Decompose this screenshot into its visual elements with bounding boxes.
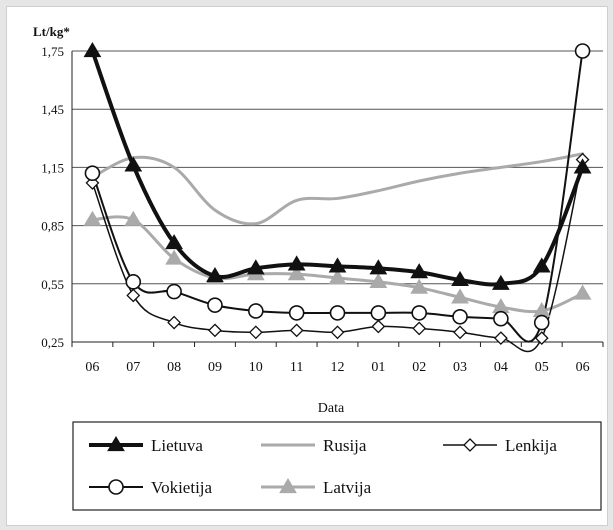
data-point-vokietija — [84, 165, 101, 182]
data-point-lenkija — [493, 331, 508, 346]
data-point-latvija — [410, 278, 429, 294]
legend-item-rusija: Rusija — [261, 436, 367, 455]
data-point-vokietija — [207, 297, 223, 313]
legend-marker-lietuva — [107, 436, 125, 452]
data-point-vokietija — [493, 310, 509, 327]
x-axis-label: Data — [318, 401, 345, 416]
x-tick-label: 02 — [412, 360, 426, 375]
data-point-lietuva — [287, 255, 306, 271]
legend-marker-lenkija — [463, 438, 477, 452]
legend-marker-vokietija — [108, 479, 124, 495]
data-point-latvija — [328, 268, 347, 285]
y-tick-label: 1,45 — [41, 102, 64, 117]
x-tick-label: 12 — [331, 360, 345, 375]
data-point-latvija — [287, 265, 306, 281]
data-point-vokietija — [574, 43, 591, 59]
x-tick-label: 04 — [494, 360, 508, 375]
data-point-lietuva — [124, 156, 143, 172]
data-point-lietuva — [206, 267, 224, 283]
data-point-latvija — [124, 210, 143, 226]
data-point-lenkija — [289, 323, 304, 338]
x-tick-label: 01 — [371, 360, 385, 375]
x-tick-label: 11 — [290, 360, 303, 375]
data-point-latvija — [573, 284, 592, 300]
data-point-lenkija — [371, 319, 386, 334]
data-point-vokietija — [411, 305, 427, 321]
x-tick-label: 06 — [576, 360, 590, 375]
legend-marker-latvija — [279, 478, 297, 494]
x-tick-label: 05 — [535, 360, 549, 375]
x-tick-label: 10 — [249, 360, 263, 375]
legend-item-vokietija: Vokietija — [89, 478, 213, 497]
series-line-rusija — [90, 152, 585, 226]
y-tick-label: 1,15 — [41, 160, 64, 175]
data-point-lenkija — [167, 315, 182, 330]
legend-label-lenkija: Lenkija — [505, 436, 557, 455]
data-point-latvija — [83, 210, 102, 226]
data-point-lietuva — [573, 158, 592, 174]
data-point-vokietija — [125, 274, 142, 290]
data-point-lenkija — [534, 331, 549, 346]
data-point-lietuva — [165, 234, 183, 250]
data-point-vokietija — [248, 303, 264, 319]
data-point-lietuva — [328, 257, 347, 273]
data-point-latvija — [369, 272, 388, 288]
data-point-lenkija — [208, 323, 222, 338]
x-tick-label: 08 — [167, 360, 181, 375]
x-tick-label: 03 — [453, 360, 467, 375]
y-tick-label: 0,25 — [41, 335, 64, 350]
legend-box — [72, 421, 602, 511]
data-point-lietuva — [83, 42, 102, 58]
data-point-vokietija — [533, 314, 550, 331]
legend-item-lenkija: Lenkija — [443, 436, 557, 455]
data-point-vokietija — [329, 305, 346, 321]
x-tick-label: 06 — [85, 360, 99, 375]
data-point-latvija — [451, 288, 469, 304]
data-point-lenkija — [412, 321, 427, 336]
line-chart: 1,75 1,45 1,15 0,85 0,55 0,25 06 07 08 09 10 11 12 01… — [33, 24, 604, 511]
legend-label-vokietija: Vokietija — [151, 478, 213, 497]
series-line-vokietija — [91, 50, 584, 343]
data-point-latvija — [165, 249, 183, 265]
data-point-lietuva — [532, 257, 551, 273]
x-tick-label: 07 — [126, 360, 140, 375]
chart-frame: 1,75 1,45 1,15 0,85 0,55 0,25 06 07 08 09 10 11 12 01… — [6, 6, 608, 526]
data-point-lietuva — [410, 263, 429, 279]
data-point-lenkija — [330, 325, 345, 340]
legend-label-rusija: Rusija — [323, 436, 367, 455]
data-point-vokietija — [166, 283, 182, 300]
legend-item-latvija: Latvija — [261, 478, 372, 497]
data-point-lenkija — [453, 325, 467, 340]
legend: Lietuva Rusija Lenkija Vokietija Latvija — [72, 421, 602, 511]
y-tick-label: 1,75 — [41, 44, 64, 59]
data-point-vokietija — [288, 305, 305, 321]
data-point-lietuva — [492, 274, 510, 290]
data-point-lietuva — [369, 259, 388, 275]
y-tick-label: 0,85 — [41, 219, 64, 234]
data-point-vokietija — [370, 305, 387, 321]
y-axis-label: Lt/kg* — [33, 24, 70, 39]
data-point-vokietija — [452, 308, 468, 325]
x-tick-label: 09 — [208, 360, 222, 375]
y-tick-label: 0,55 — [41, 277, 64, 292]
data-point-lietuva — [246, 259, 265, 275]
legend-label-latvija: Latvija — [323, 478, 372, 497]
legend-label-lietuva: Lietuva — [151, 436, 203, 455]
data-point-lenkija — [248, 325, 263, 340]
legend-item-lietuva: Lietuva — [89, 436, 203, 455]
data-point-lietuva — [451, 270, 469, 287]
data-point-lenkija — [126, 288, 141, 303]
